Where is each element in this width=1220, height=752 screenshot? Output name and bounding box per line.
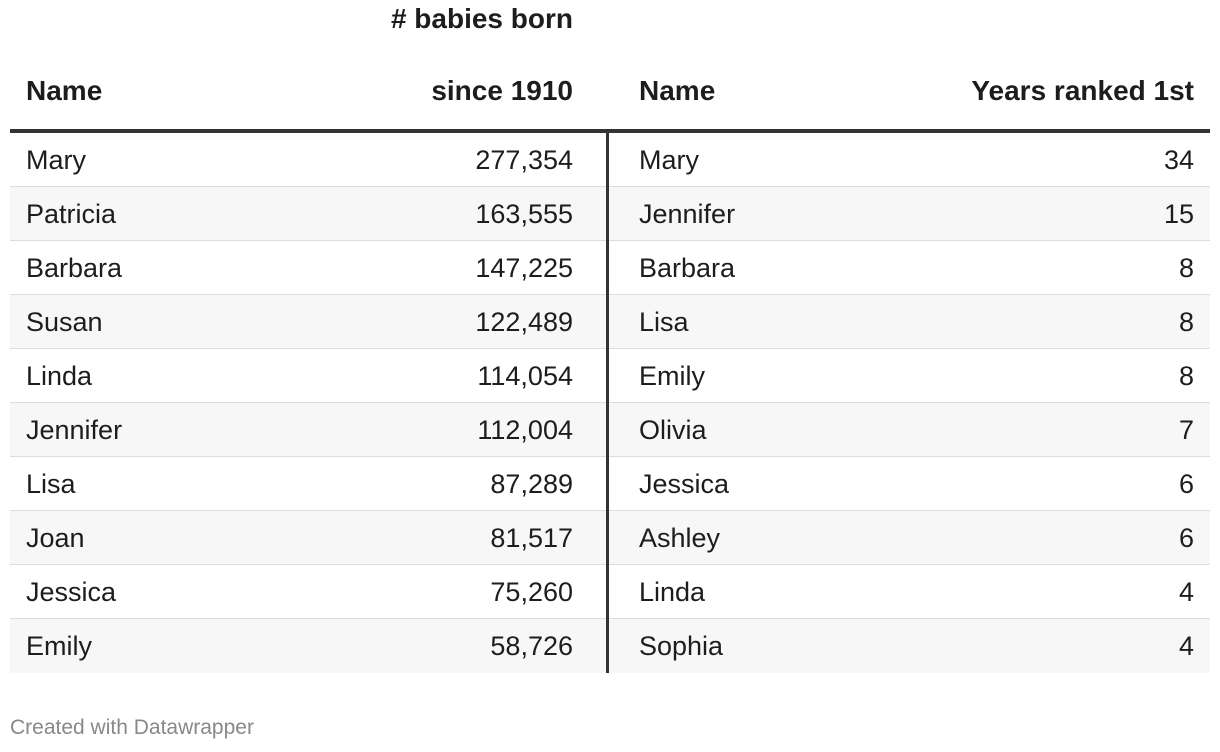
cell-years-ranked: 15 xyxy=(1163,198,1194,229)
cell-name-1: Joan xyxy=(26,522,85,553)
cell-years-ranked: 6 xyxy=(1178,522,1194,553)
cell-years-ranked: 8 xyxy=(1178,360,1194,391)
table-row: Susan 122,489 Lisa 8 xyxy=(10,295,1210,349)
cell-babies-born: 112,004 xyxy=(477,414,573,445)
cell-years-ranked: 6 xyxy=(1178,468,1194,499)
table-row: Joan 81,517 Ashley 6 xyxy=(10,511,1210,565)
column-divider xyxy=(606,133,609,673)
cell-babies-born: 58,726 xyxy=(490,631,573,661)
cell-babies-born: 277,354 xyxy=(475,144,573,175)
cell-name-2: Jessica xyxy=(639,468,730,499)
cell-name-2: Emily xyxy=(639,360,705,391)
table-row: Linda 114,054 Emily 8 xyxy=(10,349,1210,403)
cell-babies-born: 147,225 xyxy=(475,252,573,283)
table-body: Mary 277,354 Mary 34 Patricia 163,555 Jennifer… xyxy=(10,133,1210,673)
cell-name-2: Lisa xyxy=(639,306,689,337)
cell-babies-born: 75,260 xyxy=(490,576,573,607)
cell-name-1: Susan xyxy=(26,306,103,337)
cell-name-1: Emily xyxy=(26,631,92,661)
cell-name-2: Jennifer xyxy=(639,198,736,229)
cell-name-2: Mary xyxy=(639,144,699,175)
cell-name-1: Mary xyxy=(26,144,86,175)
baby-names-table: Name # babies born since 1910 Name Years… xyxy=(10,3,1210,673)
cell-name-2: Sophia xyxy=(639,631,724,661)
table-row: Emily 58,726 Sophia 4 xyxy=(10,619,1210,673)
header-years-ranked: Years ranked 1st xyxy=(971,75,1194,106)
footer-credit: Created with Datawrapper xyxy=(10,716,254,739)
cell-name-2: Olivia xyxy=(639,414,707,445)
cell-babies-born: 122,489 xyxy=(475,306,573,337)
table-row: Lisa 87,289 Jessica 6 xyxy=(10,457,1210,511)
cell-years-ranked: 4 xyxy=(1178,576,1194,607)
cell-years-ranked: 7 xyxy=(1178,414,1194,445)
cell-babies-born: 87,289 xyxy=(490,468,573,499)
cell-years-ranked: 4 xyxy=(1178,631,1194,661)
cell-years-ranked: 8 xyxy=(1178,306,1194,337)
cell-name-1: Jennifer xyxy=(26,414,123,445)
cell-name-2: Ashley xyxy=(639,522,721,553)
cell-name-1: Patricia xyxy=(26,198,117,229)
cell-years-ranked: 8 xyxy=(1178,252,1194,283)
table-header: Name # babies born since 1910 Name Years… xyxy=(10,3,1210,133)
cell-name-2: Barbara xyxy=(639,252,736,283)
cell-name-1: Jessica xyxy=(26,576,117,607)
header-babies-line1: # babies born xyxy=(390,3,573,34)
header-babies-line2: since 1910 xyxy=(431,75,573,106)
table-row: Barbara 147,225 Barbara 8 xyxy=(10,241,1210,295)
table-row: Jennifer 112,004 Olivia 7 xyxy=(10,403,1210,457)
cell-years-ranked: 34 xyxy=(1163,144,1194,175)
header-babies-born: # babies born since 1910 xyxy=(309,3,607,129)
cell-name-1: Lisa xyxy=(26,468,76,499)
header-name-1: Name xyxy=(26,75,103,106)
table-row: Jessica 75,260 Linda 4 xyxy=(10,565,1210,619)
table-row: Patricia 163,555 Jennifer 15 xyxy=(10,187,1210,241)
cell-babies-born: 163,555 xyxy=(475,198,573,229)
header-name-2: Name xyxy=(639,75,716,106)
cell-name-1: Linda xyxy=(26,360,93,391)
cell-babies-born: 81,517 xyxy=(490,522,573,553)
cell-name-1: Barbara xyxy=(26,252,123,283)
cell-babies-born: 114,054 xyxy=(477,360,573,391)
cell-name-2: Linda xyxy=(639,576,706,607)
table-row: Mary 277,354 Mary 34 xyxy=(10,133,1210,187)
